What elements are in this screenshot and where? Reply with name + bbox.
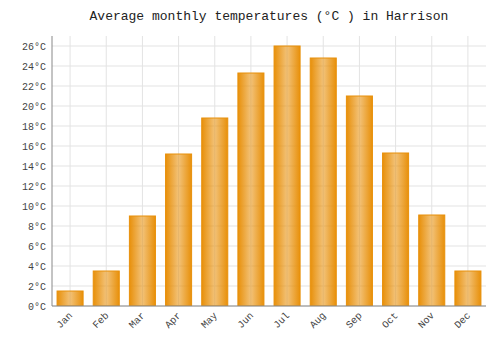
- chart: Average monthly temperatures (°C ) in Ha…: [0, 0, 500, 350]
- bar: [383, 153, 409, 306]
- bar: [57, 291, 83, 306]
- y-tick-label: 12°C: [22, 182, 46, 193]
- x-tick-label: Oct: [380, 310, 401, 331]
- y-tick-label: 6°C: [28, 242, 46, 253]
- y-grid-line: [52, 306, 486, 307]
- y-tick-label: 26°C: [22, 42, 46, 53]
- bar: [202, 118, 228, 306]
- x-tick-label: Aug: [308, 310, 329, 331]
- x-tick-label: Feb: [91, 310, 112, 331]
- x-tick-label: Jun: [236, 310, 257, 331]
- y-tick-label: 16°C: [22, 142, 46, 153]
- bar: [93, 271, 119, 306]
- x-tick-label: Jul: [272, 310, 293, 331]
- bar: [129, 216, 155, 306]
- x-axis-line: [52, 306, 486, 307]
- bar: [346, 96, 372, 306]
- x-tick-label: Dec: [453, 310, 474, 331]
- y-tick-label: 22°C: [22, 82, 46, 93]
- grid: [52, 36, 486, 306]
- bar: [166, 154, 192, 306]
- x-tick-label: Mar: [127, 310, 148, 331]
- title: Average monthly temperatures (°C ) in Ha…: [90, 9, 449, 24]
- bar: [419, 215, 445, 306]
- y-tick-label: 20°C: [22, 102, 46, 113]
- y-grid-line: [52, 186, 486, 187]
- x-grid-line: [70, 36, 71, 306]
- y-grid-line: [52, 126, 486, 127]
- x-tick-label: Apr: [163, 310, 184, 331]
- y-grid-line: [52, 46, 486, 47]
- y-grid-line: [52, 86, 486, 87]
- y-tick-label: 0°C: [28, 302, 46, 313]
- y-tick-label: 2°C: [28, 282, 46, 293]
- y-tick-label: 4°C: [28, 262, 46, 273]
- y-grid-line: [52, 146, 486, 147]
- bar: [274, 46, 300, 306]
- y-grid-line: [52, 66, 486, 67]
- y-tick-label: 10°C: [22, 202, 46, 213]
- x-tick-label: Sep: [344, 310, 365, 331]
- y-tick-label: 24°C: [22, 62, 46, 73]
- y-axis-line: [52, 36, 53, 306]
- y-grid-line: [52, 206, 486, 207]
- axes: 0°C 2°C 4°C 6°C 8°C 10°C 12°C 14°C 16°C 18°C 20°C 2…: [22, 36, 486, 331]
- y-grid-line: [52, 106, 486, 107]
- bars: [57, 46, 481, 306]
- bar: [238, 73, 264, 306]
- bar: [310, 58, 336, 306]
- y-tick-label: 18°C: [22, 122, 46, 133]
- x-tick-label: Jan: [55, 310, 76, 331]
- x-grid-line: [467, 36, 468, 306]
- bar: [455, 271, 481, 306]
- y-tick-label: 14°C: [22, 162, 46, 173]
- x-grid-line: [106, 36, 107, 306]
- x-tick-label: Nov: [416, 310, 437, 331]
- y-tick-label: 8°C: [28, 222, 46, 233]
- x-tick-label: May: [199, 310, 220, 331]
- y-grid-line: [52, 166, 486, 167]
